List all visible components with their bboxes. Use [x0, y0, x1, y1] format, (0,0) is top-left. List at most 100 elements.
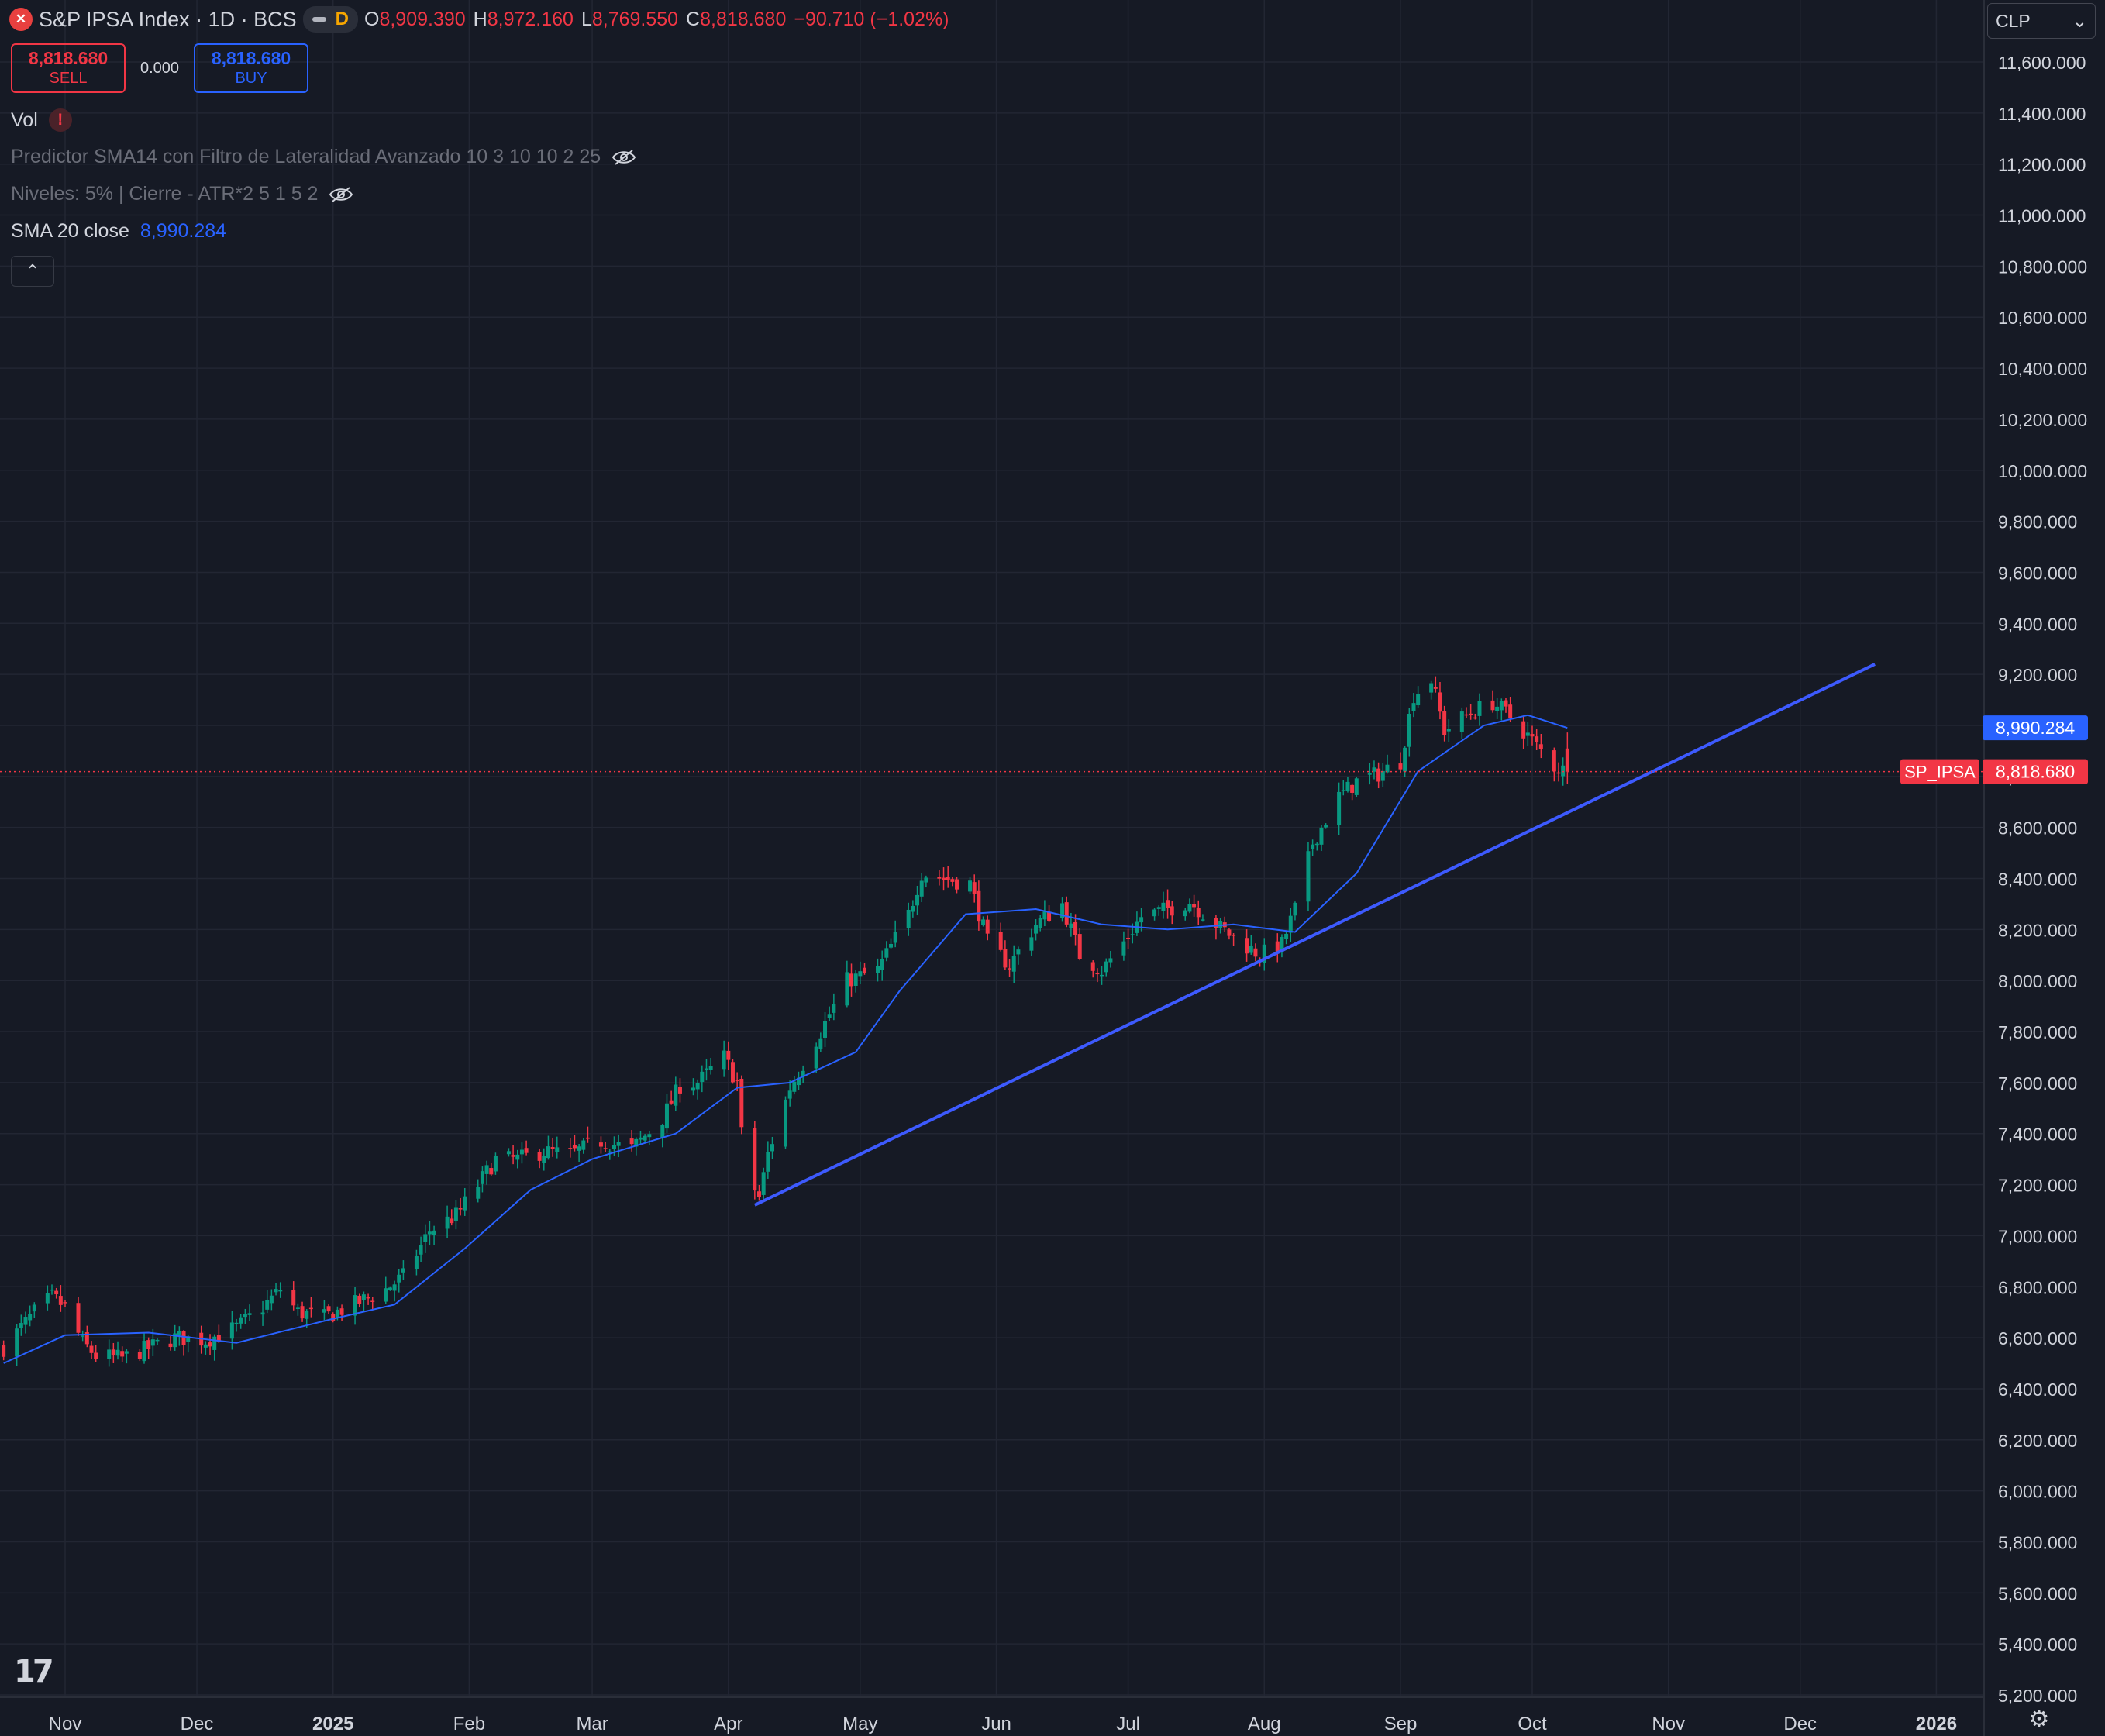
candle-body [1187, 904, 1192, 912]
y-tick-label: 11,400.000 [1998, 104, 2086, 124]
y-tick-label: 9,200.000 [1998, 665, 2077, 685]
candle-body [401, 1268, 405, 1273]
market-mode-toggle[interactable]: D [302, 6, 358, 33]
candle-body [1341, 790, 1345, 791]
candle-body [1073, 922, 1078, 935]
candle-body [1438, 692, 1442, 712]
candle-body [269, 1295, 274, 1304]
y-tick-label: 10,400.000 [1998, 359, 2087, 379]
candle-body [243, 1314, 247, 1318]
candle-body [1403, 747, 1407, 772]
candle-body [1008, 968, 1012, 970]
candle-body [1077, 934, 1082, 959]
candle-body [726, 1050, 731, 1060]
candle-body [361, 1294, 366, 1300]
candle-body [506, 1151, 511, 1155]
y-tick-label: 11,000.000 [1998, 206, 2086, 226]
candle-body [977, 890, 981, 922]
grid [0, 0, 1984, 1696]
candle-body [524, 1148, 529, 1153]
candle-body [295, 1307, 300, 1310]
candle-body [753, 1128, 757, 1191]
candle-body [1367, 773, 1372, 775]
candle-body [23, 1317, 28, 1325]
candle-body [1407, 713, 1411, 747]
indicator-legend-predictor[interactable]: Predictor SMA14 con Filtro de Lateralida… [11, 146, 636, 168]
y-tick-label: 7,800.000 [1998, 1022, 2077, 1042]
candle-body [946, 877, 950, 880]
candle-body [643, 1135, 647, 1141]
candle-body [1095, 973, 1100, 975]
candle-body [370, 1300, 375, 1302]
symbol-header: ✕ S&P IPSA Index · 1D · BCS D O8,909.390… [9, 6, 949, 33]
candle-body [787, 1090, 792, 1099]
collapse-legend-button[interactable]: ⌃ [11, 256, 54, 287]
candle-body [1170, 906, 1174, 916]
candle-body [1372, 767, 1376, 772]
gear-icon[interactable]: ⚙ [2028, 1707, 2050, 1732]
y-tick-label: 7,600.000 [1998, 1073, 2077, 1094]
candle-body [1376, 768, 1381, 782]
y-tick-label: 5,600.000 [1998, 1583, 2077, 1603]
symbol-title[interactable]: S&P IPSA Index · 1D · BCS [39, 7, 297, 31]
candle-body [893, 932, 897, 943]
candle-body [1245, 938, 1249, 954]
candle-body [1565, 748, 1569, 772]
y-tick-label: 10,800.000 [1998, 257, 2087, 277]
candle-body [384, 1288, 388, 1302]
candle-body [577, 1146, 581, 1151]
y-tick-label: 10,200.000 [1998, 410, 2087, 430]
candle-body [519, 1149, 524, 1155]
candle-body [568, 1148, 573, 1149]
buy-button[interactable]: 8,818.680 BUY [194, 43, 308, 93]
buy-price: 8,818.680 [211, 48, 291, 68]
indicator-legend-levels[interactable]: Niveles: 5% | Cierre - ATR*2 5 1 5 2 [11, 183, 353, 205]
candle-body [1069, 923, 1073, 928]
volume-legend[interactable]: Vol ! [11, 108, 72, 132]
candle-body [484, 1165, 489, 1174]
x-tick-label: Aug [1248, 1714, 1281, 1734]
candle-body [146, 1340, 151, 1349]
candle-body [797, 1077, 801, 1086]
candle-body [823, 1021, 828, 1038]
y-tick-label: 9,600.000 [1998, 563, 2077, 583]
candle-body [234, 1322, 239, 1324]
eye-hidden-icon[interactable] [612, 149, 636, 166]
candle-body [1469, 713, 1473, 715]
warning-icon[interactable]: ! [48, 108, 72, 132]
candle-body [1535, 736, 1539, 742]
x-tick-label: May [842, 1714, 877, 1734]
eye-hidden-icon[interactable] [329, 186, 353, 203]
candle-body [629, 1138, 634, 1145]
sell-button[interactable]: 8,818.680 SELL [11, 43, 126, 93]
currency-selector[interactable]: CLP ⌄ [1987, 3, 2096, 39]
candle-body [489, 1168, 494, 1175]
candle-body [177, 1331, 181, 1336]
trend-line[interactable] [753, 663, 1876, 1207]
candle-body [173, 1333, 177, 1348]
minus-icon [312, 17, 326, 22]
candle-body [89, 1345, 94, 1353]
candle-body [915, 894, 920, 906]
candle-body [1552, 750, 1556, 772]
candle-body [1433, 687, 1438, 689]
x-tick-label: 2026 [1916, 1714, 1957, 1734]
candle-body [884, 948, 889, 958]
currency-label: CLP [1996, 10, 2031, 31]
x-tick-label: Jun [981, 1714, 1011, 1734]
x-tick-label: Apr [714, 1714, 742, 1734]
candle-body [770, 1144, 774, 1152]
sma-legend[interactable]: SMA 20 close 8,990.284 [11, 220, 226, 243]
candle-body [827, 1014, 832, 1018]
ohlc-open: O8,909.390 [364, 8, 466, 30]
exchange-logo-icon[interactable]: ✕ [9, 8, 33, 31]
candle-body [660, 1125, 665, 1138]
tradingview-logo-icon[interactable]: 17 [14, 1654, 54, 1690]
candle-body [1464, 714, 1469, 716]
candle-body [880, 959, 884, 970]
candle-body [291, 1290, 296, 1306]
candle-body [81, 1335, 85, 1337]
candle-body [906, 909, 911, 928]
candle-body [142, 1341, 146, 1362]
